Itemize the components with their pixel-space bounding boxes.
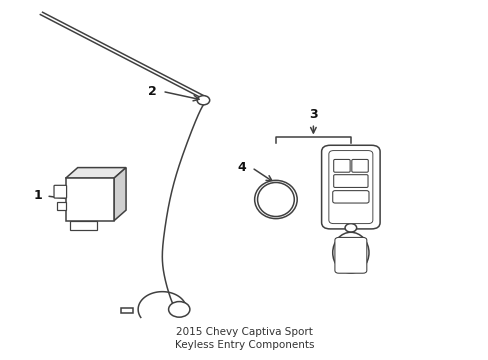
FancyBboxPatch shape [328,150,372,224]
FancyBboxPatch shape [54,185,66,198]
FancyBboxPatch shape [334,238,366,273]
FancyBboxPatch shape [333,175,367,188]
Polygon shape [114,168,126,221]
Ellipse shape [332,232,368,273]
Text: 1: 1 [33,189,42,202]
Circle shape [345,224,356,232]
Text: 2015 Chevy Captiva Sport
Keyless Entry Components: 2015 Chevy Captiva Sport Keyless Entry C… [174,327,314,350]
Ellipse shape [254,180,297,219]
FancyBboxPatch shape [121,307,133,313]
Text: 3: 3 [308,108,317,121]
FancyBboxPatch shape [332,191,368,203]
Circle shape [197,96,209,105]
Circle shape [168,302,189,317]
FancyBboxPatch shape [57,202,65,210]
FancyBboxPatch shape [351,159,367,172]
FancyBboxPatch shape [333,159,349,172]
Text: 4: 4 [237,161,246,174]
FancyBboxPatch shape [70,221,97,230]
Ellipse shape [257,183,294,216]
Text: 2: 2 [148,85,157,98]
FancyBboxPatch shape [65,178,114,221]
Polygon shape [65,168,126,178]
FancyBboxPatch shape [321,145,379,229]
